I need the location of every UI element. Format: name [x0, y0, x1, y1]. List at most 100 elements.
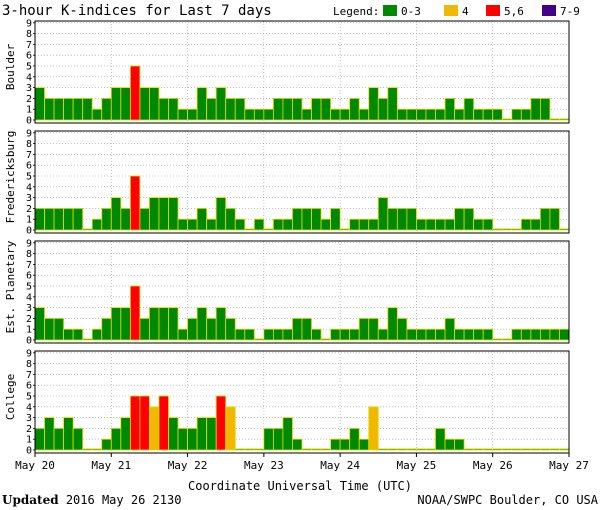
bar	[301, 207, 312, 231]
panel-label: Est. Planetary	[4, 240, 17, 333]
bar	[416, 328, 427, 341]
y-tick-label: 7	[26, 260, 32, 271]
bar	[511, 328, 522, 341]
bar	[158, 98, 169, 121]
bar	[368, 87, 379, 121]
y-tick-label: 1	[26, 325, 32, 336]
legend-swatch	[444, 5, 458, 16]
y-tick-label: 2	[26, 314, 32, 325]
y-tick-label: 4	[26, 402, 32, 413]
bar	[177, 108, 188, 121]
bar	[292, 438, 303, 451]
bar	[559, 228, 570, 231]
bar	[368, 218, 379, 231]
bar	[511, 228, 522, 231]
bar	[139, 395, 150, 451]
bar	[110, 427, 122, 451]
legend-item-label: 0-3	[401, 5, 421, 18]
bar	[387, 307, 398, 341]
bar	[34, 307, 45, 341]
bar	[253, 218, 265, 231]
x-tick-label: May 23	[244, 459, 284, 472]
bar	[196, 417, 208, 451]
bar	[377, 328, 389, 341]
bar	[215, 87, 227, 121]
bar	[196, 307, 208, 341]
bar	[463, 448, 475, 451]
bar	[358, 317, 370, 341]
y-tick-label: 5	[26, 392, 32, 403]
bar	[196, 207, 208, 231]
y-tick-label: 9	[26, 238, 32, 249]
bar	[425, 328, 436, 341]
bar	[158, 197, 169, 231]
y-tick-label: 1	[26, 215, 32, 226]
bar	[339, 328, 351, 341]
bar	[63, 417, 74, 451]
bar	[482, 218, 494, 231]
bar	[501, 448, 513, 451]
y-tick-label: 9	[26, 128, 32, 139]
bar	[110, 307, 122, 341]
bar	[349, 328, 360, 341]
bar	[139, 207, 150, 231]
y-tick-label: 3	[26, 193, 32, 204]
bar	[416, 108, 427, 121]
bar	[72, 427, 84, 451]
y-tick-label: 6	[26, 51, 32, 62]
bar	[72, 98, 84, 121]
chart-title: 3-hour K-indices for Last 7 days	[2, 3, 272, 19]
bar	[63, 207, 74, 231]
bar	[187, 317, 198, 341]
bar	[559, 448, 570, 451]
bar	[282, 417, 293, 451]
y-tick-label: 5	[26, 172, 32, 183]
bar	[282, 98, 293, 121]
y-tick-label: 2	[26, 424, 32, 435]
bar	[368, 406, 379, 451]
bar	[225, 406, 236, 451]
bar	[91, 218, 103, 231]
bar	[101, 207, 112, 231]
x-tick-label: May 26	[473, 459, 513, 472]
bar	[129, 285, 141, 341]
bar	[234, 218, 246, 231]
bar	[120, 307, 131, 341]
bar	[311, 448, 322, 451]
bar	[339, 108, 351, 121]
updated-value: 2016 May 26 2130	[66, 493, 182, 507]
bar	[53, 317, 65, 341]
y-tick-label: 7	[26, 150, 32, 161]
bar	[101, 317, 112, 341]
bar	[120, 207, 131, 231]
bar	[539, 207, 551, 231]
bar	[53, 427, 65, 451]
bar	[387, 87, 398, 121]
panel-frame	[34, 350, 570, 454]
bar	[149, 406, 160, 451]
bar	[406, 207, 417, 231]
bar	[177, 427, 188, 451]
bar	[396, 207, 408, 231]
credit-text: NOAA/SWPC Boulder, CO USA	[417, 493, 598, 507]
bar	[520, 108, 532, 121]
bar	[234, 328, 246, 341]
bar	[282, 218, 293, 231]
bar	[416, 218, 427, 231]
bar	[120, 417, 131, 451]
panel-label: Boulder	[4, 43, 17, 90]
y-tick-label: 0	[26, 226, 32, 237]
bar	[492, 338, 503, 341]
bar	[206, 218, 217, 231]
bar	[282, 328, 293, 341]
bar	[530, 328, 541, 341]
bar	[187, 427, 198, 451]
bar	[377, 448, 389, 451]
bar	[129, 175, 141, 231]
legend-swatch	[383, 5, 397, 16]
bar	[406, 328, 417, 341]
bar	[244, 108, 255, 121]
bar	[549, 448, 560, 451]
